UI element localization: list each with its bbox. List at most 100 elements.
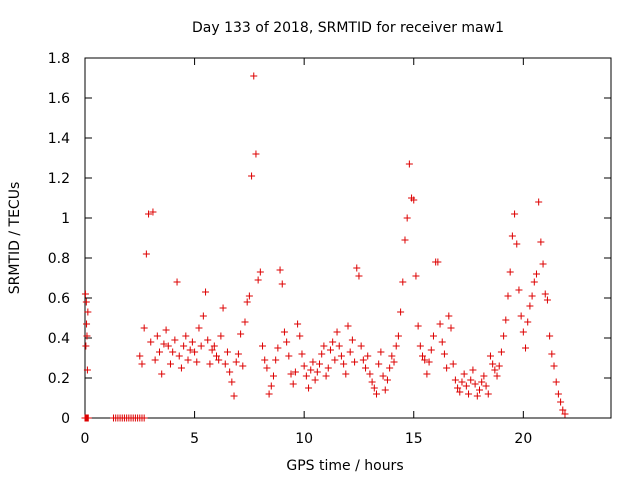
data-point: [243, 298, 251, 306]
data-point: [160, 340, 168, 348]
data-point: [416, 342, 424, 350]
data-point: [140, 414, 148, 422]
data-point: [537, 238, 545, 246]
data-point: [156, 348, 164, 356]
data-point: [425, 358, 433, 366]
data-point: [410, 196, 418, 204]
data-point: [204, 336, 212, 344]
data-point: [305, 384, 313, 392]
data-point: [427, 346, 435, 354]
data-point: [169, 348, 177, 356]
data-point: [259, 342, 267, 350]
data-point: [173, 278, 181, 286]
data-point: [307, 366, 315, 374]
data-point: [375, 360, 383, 368]
data-point: [539, 260, 547, 268]
x-tick-label: 0: [81, 431, 90, 447]
data-point: [357, 342, 365, 350]
data-point: [180, 342, 188, 350]
data-point: [476, 386, 483, 394]
y-tick-label: 0: [61, 411, 70, 427]
data-point: [213, 352, 220, 360]
data-point: [504, 292, 512, 300]
y-tick-label: 0.2: [48, 371, 70, 387]
data-point: [508, 232, 516, 240]
data-point: [219, 304, 227, 312]
data-point: [401, 236, 409, 244]
data-point: [394, 332, 402, 340]
data-point: [208, 346, 216, 354]
x-tick-label: 15: [405, 431, 423, 447]
plot-frame: [84, 57, 612, 419]
data-point: [526, 302, 534, 310]
data-point: [524, 318, 532, 326]
data-point: [557, 398, 565, 406]
data-point: [153, 332, 161, 340]
data-point: [82, 342, 90, 350]
y-tick-label: 1.6: [48, 91, 70, 107]
data-point: [175, 352, 183, 360]
data-point: [543, 296, 551, 304]
data-point: [171, 336, 179, 344]
data-point: [291, 368, 299, 376]
x-tick-label: 5: [190, 431, 199, 447]
data-point: [296, 332, 304, 340]
data-point: [541, 290, 549, 298]
data-point: [355, 272, 363, 280]
data-point: [164, 342, 172, 350]
data-point: [337, 352, 345, 360]
data-point: [515, 286, 523, 294]
data-point: [84, 414, 92, 422]
data-point: [302, 372, 310, 380]
data-point: [309, 358, 317, 366]
data-point: [202, 288, 210, 296]
data-point: [447, 324, 455, 332]
data-point: [348, 336, 356, 344]
data-point: [263, 364, 271, 372]
data-point: [184, 356, 192, 364]
data-point: [318, 350, 326, 358]
data-point: [482, 382, 490, 390]
x-tick-label: 10: [295, 431, 313, 447]
y-tick-label: 0.8: [48, 251, 70, 267]
data-point: [489, 360, 497, 368]
data-point: [283, 338, 291, 346]
data-point: [460, 370, 468, 378]
data-point: [419, 352, 427, 360]
data-point: [197, 342, 205, 350]
data-point: [147, 338, 155, 346]
data-point: [495, 362, 503, 370]
data-point: [486, 352, 494, 360]
data-point: [140, 324, 148, 332]
data-point: [469, 366, 477, 374]
data-point: [138, 360, 146, 368]
data-point: [226, 368, 234, 376]
data-point: [335, 342, 343, 350]
data-point: [237, 330, 245, 338]
data-point: [454, 384, 462, 392]
data-point: [215, 356, 223, 364]
data-point: [434, 258, 442, 266]
data-point: [300, 362, 308, 370]
data-point: [386, 364, 394, 372]
data-point: [443, 364, 451, 372]
data-point: [298, 350, 306, 358]
data-point: [412, 272, 420, 280]
data-point: [372, 390, 380, 398]
data-point: [342, 370, 350, 378]
data-point: [351, 358, 359, 366]
y-tick-label: 1: [61, 211, 70, 227]
data-point: [353, 264, 361, 272]
data-point: [451, 376, 459, 384]
data-point: [528, 292, 536, 300]
data-point: [280, 328, 288, 336]
data-point: [359, 356, 367, 364]
data-point: [162, 326, 170, 334]
data-point: [497, 348, 505, 356]
data-point: [390, 358, 398, 366]
data-point: [473, 392, 481, 400]
data-point: [554, 390, 562, 398]
data-point: [532, 270, 540, 278]
data-point: [377, 348, 385, 356]
